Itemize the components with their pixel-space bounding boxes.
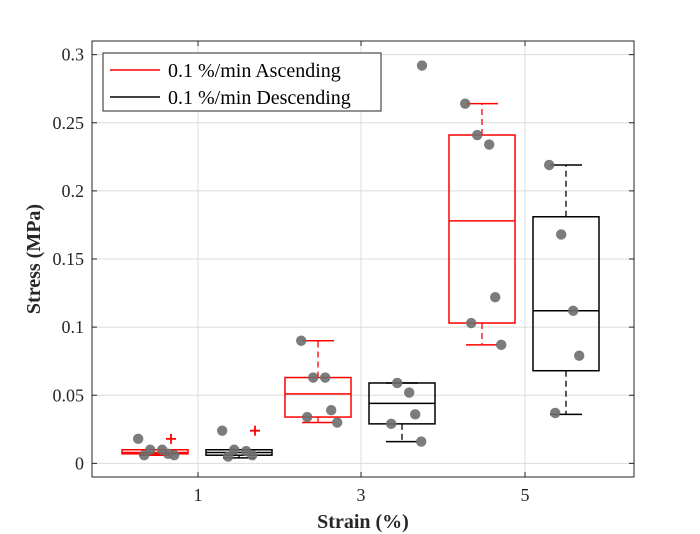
data-point xyxy=(460,98,471,109)
data-point xyxy=(472,129,483,141)
data-point xyxy=(466,317,477,329)
legend: 0.1 %/min Ascending 0.1 %/min Descending xyxy=(102,52,382,112)
y-axis-ticks: 0 0.05 0.1 0.15 0.2 0.25 0.3 xyxy=(53,45,634,473)
y-tick-label: 0.05 xyxy=(53,385,85,405)
y-axis-label: Stress (MPa) xyxy=(23,204,45,314)
data-point xyxy=(496,339,507,351)
data-point xyxy=(308,372,319,383)
data-point xyxy=(302,411,313,423)
data-point xyxy=(392,377,403,389)
y-tick-label: 0.2 xyxy=(62,181,85,201)
y-tick-label: 0.3 xyxy=(62,45,85,65)
data-point xyxy=(484,139,495,150)
legend-label-descending: 0.1 %/min Descending xyxy=(168,87,351,109)
legend-label-ascending: 0.1 %/min Ascending xyxy=(168,60,341,82)
data-point xyxy=(556,229,567,240)
data-point xyxy=(404,387,415,398)
data-points xyxy=(133,60,585,462)
x-tick-label: 1 xyxy=(194,485,203,505)
data-point xyxy=(410,409,421,420)
data-point xyxy=(544,159,555,171)
x-axis-label: Strain (%) xyxy=(317,511,409,533)
data-point xyxy=(416,60,428,71)
data-point xyxy=(332,417,343,428)
data-point xyxy=(386,418,397,430)
y-tick-label: 0.1 xyxy=(62,317,85,337)
data-point xyxy=(416,436,427,447)
data-point xyxy=(320,372,331,383)
data-point xyxy=(326,405,337,416)
data-point xyxy=(139,450,150,461)
y-tick-label: 0.15 xyxy=(53,249,85,269)
data-point xyxy=(169,450,180,461)
x-tick-label: 5 xyxy=(521,485,530,505)
data-point xyxy=(133,433,144,445)
data-point xyxy=(247,450,258,461)
box-iqr xyxy=(532,216,600,372)
x-axis-ticks: 1 3 5 xyxy=(194,41,530,505)
x-tick-label: 3 xyxy=(357,485,366,505)
data-point xyxy=(229,444,240,455)
data-point xyxy=(574,350,585,361)
data-point xyxy=(217,425,228,436)
y-tick-label: 0 xyxy=(75,453,84,473)
data-point xyxy=(490,291,501,303)
data-point xyxy=(550,407,561,419)
box-1-2 xyxy=(532,164,600,416)
data-point xyxy=(296,335,307,346)
grid-lines xyxy=(92,41,634,477)
data-point xyxy=(223,451,234,462)
data-point xyxy=(568,305,579,316)
legend-box xyxy=(102,52,382,112)
y-tick-label: 0.25 xyxy=(53,113,85,133)
